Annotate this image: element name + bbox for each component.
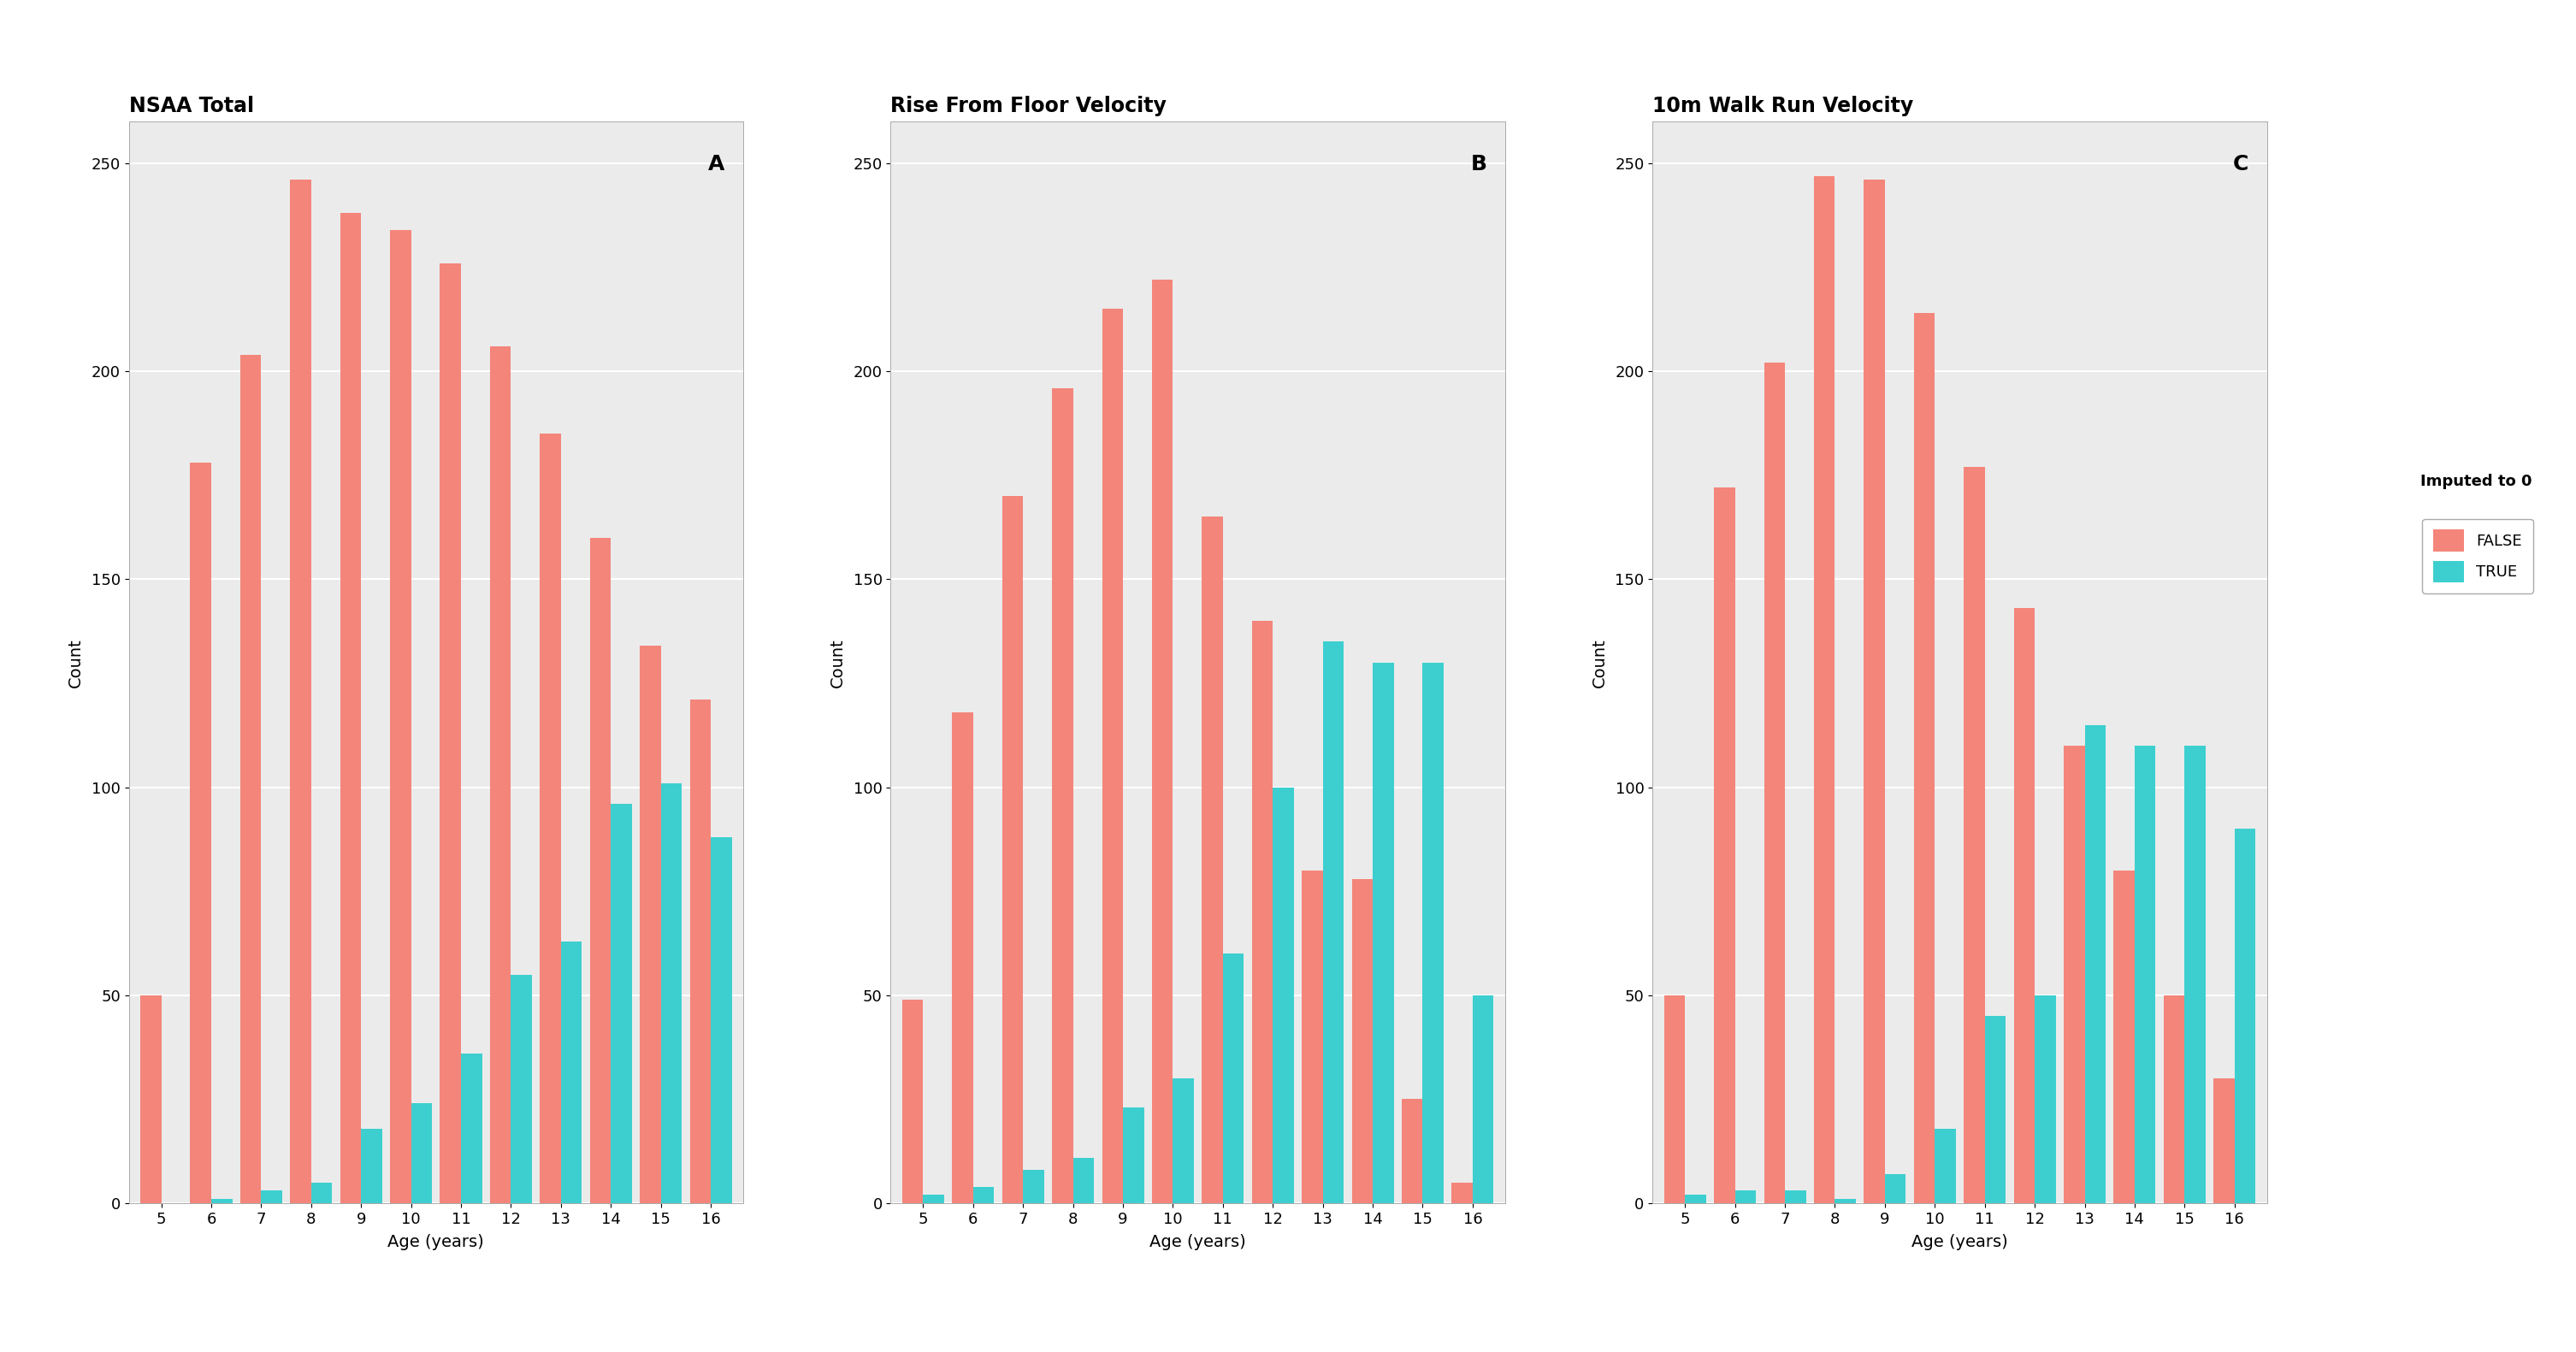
Bar bbox=[2115, 871, 2136, 1203]
Bar bbox=[1935, 1129, 1955, 1203]
Text: C: C bbox=[2233, 154, 2249, 174]
Legend: FALSE, TRUE: FALSE, TRUE bbox=[2421, 519, 2532, 594]
Bar bbox=[639, 646, 662, 1203]
Bar bbox=[1324, 642, 1345, 1203]
Text: Imputed to 0: Imputed to 0 bbox=[2421, 475, 2532, 489]
Bar bbox=[461, 1053, 482, 1203]
Bar bbox=[1151, 280, 1172, 1203]
Bar bbox=[312, 1183, 332, 1203]
Bar bbox=[1352, 879, 1373, 1203]
Bar bbox=[711, 837, 732, 1203]
Y-axis label: Count: Count bbox=[67, 638, 85, 687]
Bar bbox=[1736, 1191, 1757, 1203]
Bar bbox=[1074, 1157, 1095, 1203]
Bar bbox=[1172, 1079, 1193, 1203]
Bar bbox=[1002, 496, 1023, 1203]
Bar bbox=[1273, 787, 1293, 1203]
Bar bbox=[340, 214, 361, 1203]
Bar bbox=[2213, 1079, 2233, 1203]
Bar bbox=[1664, 995, 1685, 1203]
Bar bbox=[2084, 725, 2105, 1203]
Bar bbox=[191, 462, 211, 1203]
Bar bbox=[1123, 1107, 1144, 1203]
Bar bbox=[440, 264, 461, 1203]
Bar bbox=[489, 346, 510, 1203]
Bar bbox=[361, 1129, 381, 1203]
Bar bbox=[953, 713, 974, 1203]
Bar bbox=[1301, 871, 1324, 1203]
Bar bbox=[690, 700, 711, 1203]
Bar bbox=[1785, 1191, 1806, 1203]
Text: NSAA Total: NSAA Total bbox=[129, 96, 255, 116]
Bar bbox=[1886, 1174, 1906, 1203]
Text: A: A bbox=[708, 154, 724, 174]
Bar bbox=[1103, 308, 1123, 1203]
Text: 10m Walk Run Velocity: 10m Walk Run Velocity bbox=[1654, 96, 1914, 116]
Text: Rise From Floor Velocity: Rise From Floor Velocity bbox=[891, 96, 1167, 116]
Bar bbox=[1914, 314, 1935, 1203]
Bar bbox=[662, 783, 683, 1203]
Bar bbox=[139, 995, 162, 1203]
Y-axis label: Count: Count bbox=[829, 638, 845, 687]
Bar bbox=[1814, 176, 1834, 1203]
Bar bbox=[1685, 1195, 1705, 1203]
Bar bbox=[1224, 953, 1244, 1203]
Bar bbox=[2136, 746, 2156, 1203]
Bar bbox=[291, 180, 312, 1203]
Bar bbox=[1984, 1017, 2007, 1203]
Text: B: B bbox=[1471, 154, 1486, 174]
Bar bbox=[211, 1199, 232, 1203]
Bar bbox=[2184, 746, 2205, 1203]
Bar bbox=[389, 230, 412, 1203]
Bar bbox=[2164, 995, 2184, 1203]
Bar bbox=[590, 538, 611, 1203]
Bar bbox=[2063, 746, 2084, 1203]
Y-axis label: Count: Count bbox=[1592, 638, 1607, 687]
Bar bbox=[1401, 1099, 1422, 1203]
Bar bbox=[1023, 1169, 1043, 1203]
X-axis label: Age (years): Age (years) bbox=[1149, 1234, 1247, 1251]
Bar bbox=[240, 354, 260, 1203]
Bar bbox=[1834, 1199, 1855, 1203]
Bar bbox=[1252, 621, 1273, 1203]
Bar bbox=[1713, 488, 1736, 1203]
Bar bbox=[2014, 608, 2035, 1203]
Bar bbox=[1203, 516, 1224, 1203]
Bar bbox=[902, 999, 922, 1203]
Bar bbox=[510, 975, 531, 1203]
Bar bbox=[1051, 388, 1074, 1203]
Bar bbox=[541, 434, 562, 1203]
Bar bbox=[1963, 466, 1984, 1203]
Bar bbox=[2233, 829, 2257, 1203]
Bar bbox=[974, 1187, 994, 1203]
Bar bbox=[611, 804, 631, 1203]
Bar bbox=[1865, 180, 1886, 1203]
Bar bbox=[562, 941, 582, 1203]
Bar bbox=[1373, 662, 1394, 1203]
Bar bbox=[412, 1103, 433, 1203]
Bar bbox=[922, 1195, 945, 1203]
X-axis label: Age (years): Age (years) bbox=[1911, 1234, 2009, 1251]
Bar bbox=[260, 1191, 283, 1203]
Bar bbox=[1473, 995, 1494, 1203]
Bar bbox=[2035, 995, 2056, 1203]
Bar bbox=[1422, 662, 1443, 1203]
Bar bbox=[1453, 1183, 1473, 1203]
Bar bbox=[1765, 362, 1785, 1203]
X-axis label: Age (years): Age (years) bbox=[389, 1234, 484, 1251]
